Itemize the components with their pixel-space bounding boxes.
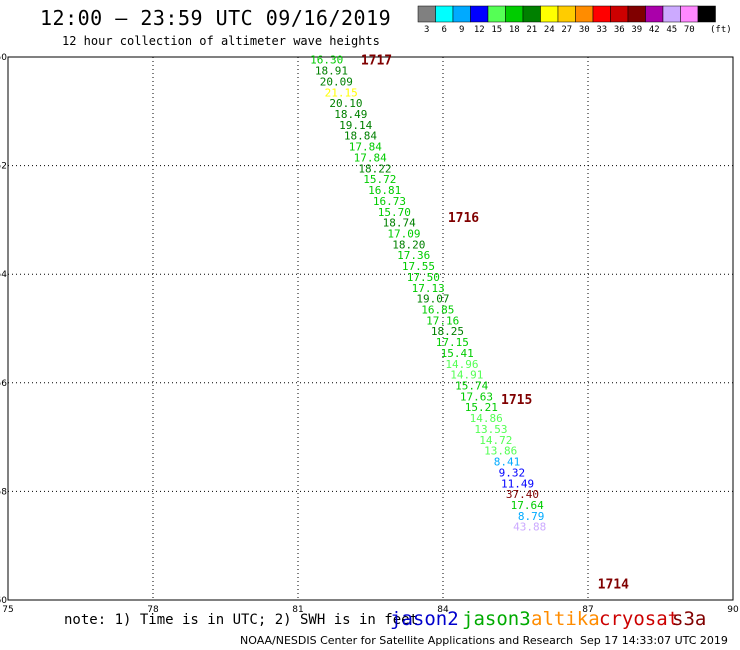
color-swatch-label: 70 [684, 25, 695, 35]
time-label: 1714 [598, 578, 629, 593]
wave-height-label: 17.55 [402, 260, 435, 273]
color-swatch-label: 36 [614, 25, 625, 35]
y-tick-label: -50 [0, 53, 7, 63]
wave-height-label: 19.14 [339, 119, 372, 132]
wave-height-label: 43.88 [513, 521, 546, 534]
mission-label-jason3: jason3 [462, 608, 531, 630]
wave-height-label: 15.21 [465, 401, 498, 414]
mission-label-altika: altika [531, 608, 600, 630]
wave-height-label: 17.84 [349, 141, 382, 154]
wave-height-label: 37.40 [506, 488, 539, 501]
mission-label-jason2: jason2 [390, 608, 459, 630]
time-label: 1716 [448, 211, 479, 226]
color-swatch-label: 33 [596, 25, 607, 35]
wave-height-label: 16.30 [310, 54, 343, 67]
color-swatch [697, 5, 716, 23]
wave-height-label: 13.53 [474, 423, 507, 436]
wave-height-label: 20.09 [320, 75, 353, 88]
color-swatch-label: 42 [649, 25, 660, 35]
x-tick-label: 75 [2, 605, 13, 615]
wave-height-label: 18.49 [334, 108, 367, 121]
wave-height-label: 17.16 [426, 314, 459, 327]
wave-height-label: 17.84 [354, 151, 387, 164]
wave-height-label: 15.70 [378, 206, 411, 219]
color-swatch-label: 45 [666, 25, 677, 35]
color-swatch-label: 27 [561, 25, 572, 35]
timestamp-text: Sep 17 14:33:07 UTC 2019 [580, 634, 728, 647]
color-swatch-label: 3 [424, 25, 429, 35]
y-tick-label: -52 [0, 162, 7, 172]
time-label: 1717 [361, 54, 392, 69]
wave-height-label: 18.74 [383, 217, 416, 230]
wave-height-label: 17.36 [397, 249, 430, 262]
wave-height-label: 14.86 [470, 412, 503, 425]
wave-height-label: 21.15 [325, 86, 358, 99]
wave-height-label: 9.32 [499, 466, 526, 479]
wave-height-label: 16.81 [368, 184, 401, 197]
color-scale-unit: (ft) [710, 25, 732, 35]
color-scale-legend: 3 6 9 12 15 18 21 24 27 30 33 36 39 42 45 70 (ft) [417, 5, 732, 35]
wave-height-label: 16.85 [421, 303, 454, 316]
wave-height-label: 18.84 [344, 130, 377, 143]
wave-height-label: 16.73 [373, 195, 406, 208]
x-tick-label: 84 [437, 605, 449, 615]
wave-height-label: 15.74 [455, 380, 488, 393]
wave-height-label: 17.50 [407, 271, 440, 284]
color-swatch-label: 15 [491, 25, 502, 35]
color-swatch-label: 12 [474, 25, 485, 35]
wave-height-label: 13.86 [484, 445, 517, 458]
time-label: 1715 [501, 393, 532, 408]
mission-label-s3a: s3a [672, 608, 707, 630]
y-tick-label: -58 [0, 487, 7, 497]
plot-frame [7, 56, 734, 601]
wave-height-label: 15.41 [441, 347, 474, 360]
wave-height-label: 18.91 [315, 65, 348, 78]
wave-height-label: 17.63 [460, 390, 493, 403]
wave-height-label: 8.79 [518, 510, 545, 523]
wave-height-label: 18.22 [358, 162, 391, 175]
credit-text: NOAA/NESDIS Center for Satellite Applica… [240, 634, 574, 647]
wave-height-label: 14.96 [445, 358, 478, 371]
wave-height-label: 19.07 [416, 293, 449, 306]
color-swatch-label: 6 [442, 25, 447, 35]
y-tick-label: -54 [0, 270, 7, 280]
x-tick-label: 87 [582, 605, 593, 615]
wave-height-label: 17.64 [511, 499, 544, 512]
note-text: note: 1) Time is in UTC; 2) SWH is in fe… [64, 612, 419, 628]
color-swatch-label: 39 [631, 25, 642, 35]
wave-height-label: 15.72 [363, 173, 396, 186]
wave-height-label: 17.09 [387, 227, 420, 240]
color-swatch-label: 30 [579, 25, 590, 35]
page-subtitle: 12 hour collection of altimeter wave hei… [62, 34, 380, 48]
color-swatch-label: 9 [459, 25, 464, 35]
wave-height-label: 17.15 [436, 336, 469, 349]
color-swatch-label: 24 [544, 25, 555, 35]
wave-height-label: 18.20 [392, 238, 425, 251]
y-tick-label: -60 [0, 596, 7, 606]
wave-height-label: 8.41 [494, 456, 521, 469]
mission-label-cryosat: cryosat [599, 608, 680, 630]
x-tick-label: 81 [292, 605, 303, 615]
wave-height-label: 17.13 [412, 282, 445, 295]
color-swatch-label: 18 [509, 25, 520, 35]
x-tick-label: 78 [147, 605, 159, 615]
x-tick-label: 90 [727, 605, 739, 615]
page-title: 12:00 – 23:59 UTC 09/16/2019 [40, 6, 392, 30]
wave-height-label: 20.10 [329, 97, 362, 110]
wave-height-label: 14.91 [450, 369, 483, 382]
color-swatch-label: 21 [526, 25, 537, 35]
wave-height-label: 11.49 [501, 477, 534, 490]
wave-height-label: 18.25 [431, 325, 464, 338]
y-tick-label: -56 [0, 379, 7, 389]
wave-height-label: 14.72 [479, 434, 512, 447]
